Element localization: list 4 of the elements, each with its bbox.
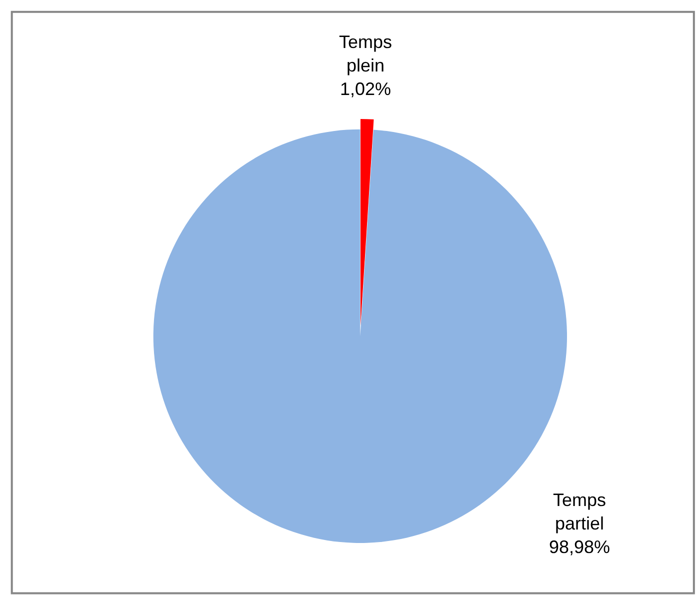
slice-label: Temps plein [339,32,392,76]
data-label: 1,02% [340,78,392,99]
slice-label: Temps partiel [553,490,606,534]
data-label: 98,98% [549,536,610,557]
